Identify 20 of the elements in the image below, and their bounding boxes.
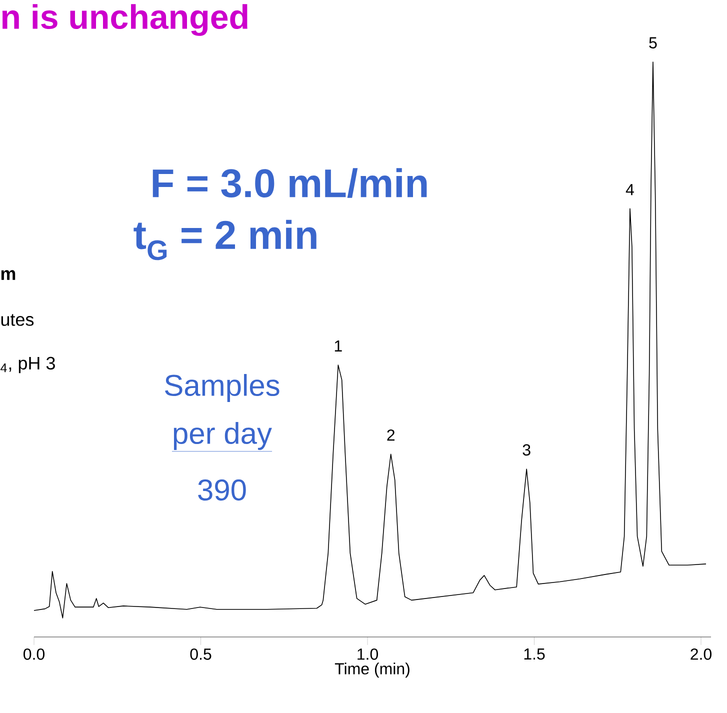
annotation: 3: [522, 444, 530, 456]
annotation: F = 3.0 mL/min: [152, 168, 427, 198]
x-tick-label: 1.5: [524, 648, 545, 660]
text: utes: [1, 314, 34, 326]
x-axis-title: Time (min): [334, 662, 410, 678]
text: n is unchanged: [2, 4, 248, 36]
x-tick-label: 0.5: [190, 648, 212, 660]
annotation: Samples: [165, 374, 280, 402]
annotation: 2: [387, 429, 394, 441]
annotation: t$_{G}$ = 2 min: [134, 220, 316, 260]
annotation: 390: [198, 479, 246, 501]
annotation: per day: [174, 422, 272, 450]
annotation: 4: [626, 184, 634, 196]
annotation: $_{4}$, pH 3: [0, 356, 55, 374]
text: m: [1, 270, 16, 280]
annotation: 1: [334, 340, 342, 352]
annotation: 5: [649, 37, 657, 48]
x-tick-label: 1.0: [358, 648, 378, 660]
x-tick-label: 2.0: [690, 648, 712, 660]
x-tick-label: 0.0: [24, 648, 45, 660]
